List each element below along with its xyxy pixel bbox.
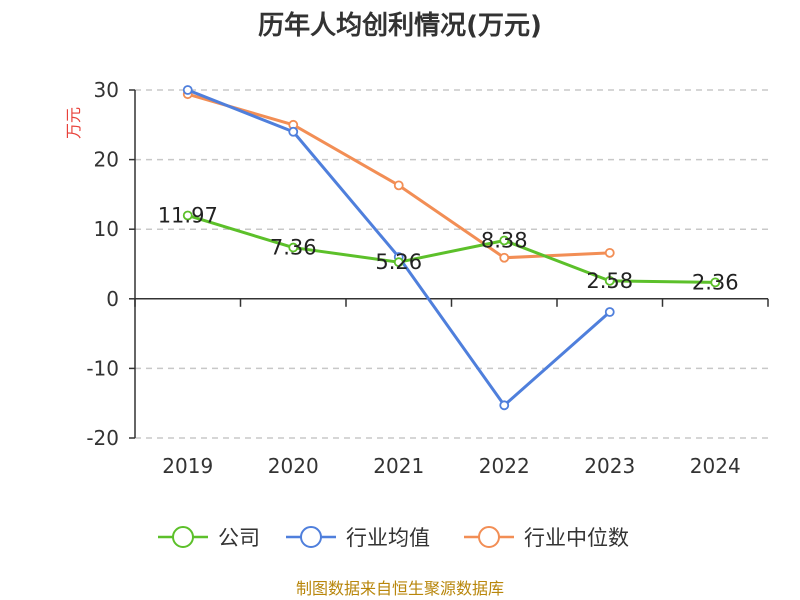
data-point [393,180,404,191]
legend-item-1[interactable]: 行业均值 [286,526,430,550]
legend-label: 行业中位数 [524,526,629,550]
data-point [288,242,299,253]
data-label: 7.36 [270,236,317,260]
y-tick-label: -10 [86,356,119,380]
y-tick-label: 0 [106,287,119,311]
data-label: 8.38 [481,228,528,252]
data-point [499,235,510,246]
y-axis-label: 万元 [64,107,83,139]
x-tick-label: 2023 [584,454,635,478]
axes: 30 20 10 0 -10 -20 2019 2020 2021 2022 2023 2024 [86,78,769,478]
y-tick-label: 10 [94,217,119,241]
x-tick-label: 2020 [268,454,319,478]
x-tick-label: 2019 [162,454,213,478]
data-label: 5.26 [375,250,422,274]
legend-item-2[interactable]: 行业中位数 [464,526,629,550]
data-point [393,257,404,268]
data-point [499,252,510,263]
legend[interactable]: 公司 行业均值 行业中位数 [158,526,629,550]
data-point [604,247,615,258]
series-1 [182,85,615,411]
legend-item-0[interactable]: 公司 [158,526,260,550]
series-line [187,88,611,407]
legend-marker [478,526,500,548]
legend-marker [172,526,194,548]
data-label: 2.36 [692,270,739,294]
data-label: 2.58 [586,269,633,293]
data-point [604,275,615,286]
data-point [288,126,299,137]
y-tick-label: 30 [94,78,119,102]
series-group [182,85,721,411]
legend-label: 行业均值 [346,526,430,550]
data-point [604,307,615,317]
series-2 [182,89,615,263]
data-point [182,210,193,221]
data-point [710,277,721,288]
data-point [182,85,193,95]
series-0 [182,210,721,288]
data-point [499,400,510,411]
chart-title: 历年人均创利情况(万元) [258,10,542,41]
data-labels: 11.97 7.36 5.26 8.38 2.58 2.36 [158,203,739,294]
y-tick-label: 20 [94,148,119,172]
legend-marker [300,526,322,548]
x-tick-label: 2024 [690,454,741,478]
x-tick-label: 2021 [373,454,424,478]
x-tick-label: 2022 [479,454,530,478]
legend-label: 公司 [218,526,260,550]
source-note: 制图数据来自恒生聚源数据库 [296,579,504,598]
data-label: 11.97 [158,203,218,227]
y-tick-label: -20 [86,426,119,450]
grid [135,89,768,439]
series-line [187,214,716,284]
